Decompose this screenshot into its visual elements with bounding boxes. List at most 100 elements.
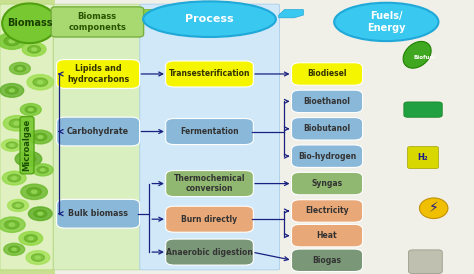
Circle shape (3, 116, 30, 131)
Circle shape (38, 136, 43, 138)
Text: Bio-hydrogen: Bio-hydrogen (298, 152, 356, 161)
Circle shape (20, 104, 41, 116)
Circle shape (36, 256, 40, 259)
Text: Biodiesel: Biodiesel (307, 70, 347, 78)
Text: Bulk biomass: Bulk biomass (68, 209, 128, 218)
Circle shape (9, 246, 20, 253)
FancyBboxPatch shape (292, 118, 363, 140)
Circle shape (31, 190, 37, 193)
Circle shape (9, 39, 15, 43)
Circle shape (21, 155, 36, 163)
Circle shape (24, 235, 37, 242)
Circle shape (6, 142, 18, 149)
FancyBboxPatch shape (408, 147, 438, 169)
Circle shape (32, 48, 36, 51)
FancyBboxPatch shape (292, 200, 363, 222)
Circle shape (31, 254, 45, 261)
Polygon shape (279, 10, 303, 18)
Text: ⚡: ⚡ (429, 201, 438, 215)
Text: Microalgae: Microalgae (23, 119, 31, 171)
Ellipse shape (334, 3, 438, 41)
Circle shape (34, 133, 47, 141)
FancyBboxPatch shape (292, 90, 363, 113)
Circle shape (33, 78, 47, 86)
Circle shape (8, 199, 28, 212)
FancyBboxPatch shape (166, 239, 253, 265)
Circle shape (19, 232, 43, 245)
FancyBboxPatch shape (292, 249, 363, 272)
Text: Process: Process (185, 14, 234, 24)
Ellipse shape (143, 1, 276, 37)
Text: Biogas: Biogas (312, 256, 342, 265)
Circle shape (18, 67, 22, 70)
Circle shape (16, 204, 20, 207)
FancyBboxPatch shape (140, 4, 280, 270)
Circle shape (4, 37, 20, 45)
Circle shape (26, 251, 50, 264)
Text: Biofuel: Biofuel (413, 55, 435, 60)
Circle shape (28, 237, 33, 240)
FancyBboxPatch shape (54, 4, 141, 270)
Polygon shape (139, 10, 180, 19)
Text: Transesterification: Transesterification (169, 70, 250, 78)
FancyBboxPatch shape (57, 199, 139, 228)
Circle shape (1, 139, 22, 151)
Circle shape (22, 42, 46, 56)
FancyBboxPatch shape (166, 118, 253, 145)
Text: Biobutanol: Biobutanol (303, 124, 351, 133)
Text: Burn directly: Burn directly (182, 215, 237, 224)
Text: Electricity: Electricity (305, 207, 349, 215)
Text: Carbohydrate: Carbohydrate (67, 127, 129, 136)
Text: Fuels/
Energy: Fuels/ Energy (367, 11, 406, 33)
FancyBboxPatch shape (409, 250, 442, 273)
FancyBboxPatch shape (57, 60, 139, 88)
Circle shape (5, 221, 19, 229)
Circle shape (0, 84, 24, 97)
Ellipse shape (403, 41, 431, 68)
Circle shape (0, 33, 26, 49)
Text: Biomass
components: Biomass components (68, 12, 126, 32)
FancyBboxPatch shape (292, 172, 363, 195)
Circle shape (32, 164, 53, 176)
FancyBboxPatch shape (292, 224, 363, 247)
Circle shape (9, 119, 24, 127)
Circle shape (4, 243, 25, 255)
Circle shape (15, 151, 42, 167)
Circle shape (37, 167, 48, 173)
FancyBboxPatch shape (0, 4, 53, 270)
Text: Heat: Heat (317, 231, 337, 240)
Circle shape (9, 62, 30, 75)
Circle shape (34, 210, 47, 218)
Circle shape (12, 177, 17, 179)
Circle shape (21, 184, 47, 199)
Circle shape (37, 81, 43, 84)
Circle shape (41, 169, 45, 171)
FancyBboxPatch shape (166, 61, 253, 87)
FancyBboxPatch shape (51, 7, 144, 37)
Text: H₂: H₂ (418, 153, 428, 162)
FancyBboxPatch shape (57, 117, 139, 146)
Circle shape (14, 122, 19, 125)
Circle shape (28, 207, 52, 221)
Circle shape (27, 45, 41, 53)
Circle shape (2, 171, 26, 185)
Circle shape (26, 157, 31, 161)
FancyBboxPatch shape (292, 145, 363, 167)
Text: Anaerobic digestion: Anaerobic digestion (166, 248, 253, 256)
Circle shape (27, 188, 41, 196)
Circle shape (29, 109, 33, 111)
Circle shape (9, 223, 15, 226)
Circle shape (9, 89, 14, 92)
Polygon shape (55, 10, 104, 30)
Circle shape (8, 174, 21, 182)
Circle shape (27, 75, 54, 90)
Circle shape (10, 144, 14, 146)
Text: Fermentation: Fermentation (180, 127, 239, 136)
Circle shape (38, 212, 43, 215)
Circle shape (14, 65, 26, 72)
FancyBboxPatch shape (166, 170, 253, 197)
Circle shape (5, 87, 18, 94)
FancyBboxPatch shape (0, 0, 55, 274)
Circle shape (12, 202, 24, 209)
Text: Lipids and
hydrocarbons: Lipids and hydrocarbons (67, 64, 129, 84)
